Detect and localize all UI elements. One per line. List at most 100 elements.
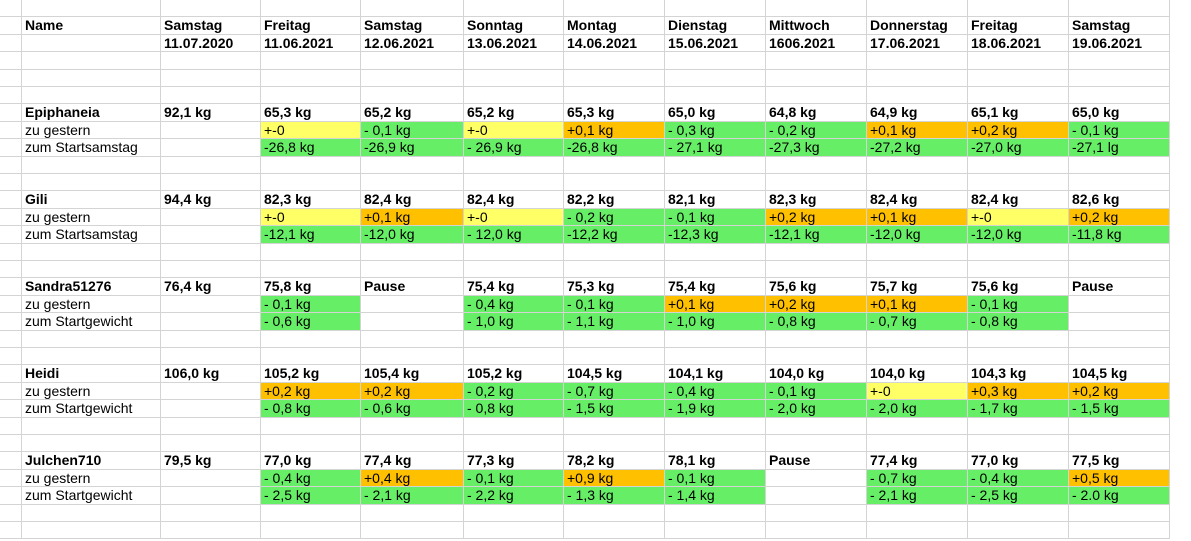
weight-cell[interactable]: 104,1 kg (665, 365, 766, 383)
grid-cell[interactable] (564, 417, 665, 435)
total-cell[interactable]: -12,0 kg (361, 226, 464, 244)
grid-cell[interactable] (361, 174, 464, 192)
grid-cell[interactable] (0, 261, 22, 279)
grid-cell[interactable] (361, 156, 464, 174)
grid-cell[interactable] (1069, 0, 1170, 18)
grid-cell[interactable] (0, 104, 22, 122)
weight-cell[interactable]: 77,0 kg (261, 452, 361, 470)
grid-cell[interactable] (0, 330, 22, 348)
diff-cell[interactable]: +0,2 kg (766, 295, 867, 314)
weight-cell[interactable]: 75,6 kg (766, 278, 867, 296)
diff-cell[interactable]: +0,1 kg (867, 295, 968, 314)
grid-cell[interactable] (1069, 522, 1170, 540)
total-cell[interactable]: -12,1 kg (766, 226, 867, 244)
grid-cell[interactable] (161, 487, 261, 505)
grid-cell[interactable] (867, 174, 968, 192)
grid-cell[interactable] (1069, 156, 1170, 174)
grid-cell[interactable] (161, 295, 261, 314)
grid-cell[interactable] (22, 330, 161, 348)
grid-cell[interactable] (564, 69, 665, 87)
header-date[interactable]: 14.06.2021 (564, 34, 665, 53)
total-cell[interactable]: - 27,1 kg (665, 139, 766, 157)
grid-cell[interactable] (564, 522, 665, 540)
total-cell[interactable]: -12,0 kg (968, 226, 1069, 244)
diff-cell[interactable]: - 0,2 kg (464, 382, 564, 401)
header-date[interactable]: 17.06.2021 (867, 34, 968, 53)
grid-cell[interactable] (665, 87, 766, 105)
grid-cell[interactable] (22, 156, 161, 174)
weight-cell[interactable]: 64,8 kg (766, 104, 867, 122)
total-cell[interactable]: - 1,7 kg (968, 400, 1069, 418)
diff-cell[interactable]: - 0,4 kg (464, 295, 564, 314)
grid-cell[interactable] (161, 156, 261, 174)
row-label-total[interactable]: zum Startgewicht (22, 313, 161, 331)
grid-cell[interactable] (867, 417, 968, 435)
weight-cell[interactable]: 75,6 kg (968, 278, 1069, 296)
grid-cell[interactable] (564, 348, 665, 366)
grid-cell[interactable] (464, 243, 564, 261)
grid-cell[interactable] (1069, 417, 1170, 435)
weight-cell[interactable]: 104,3 kg (968, 365, 1069, 383)
grid-cell[interactable] (22, 34, 161, 53)
total-cell[interactable]: -27,0 kg (968, 139, 1069, 157)
diff-cell[interactable]: - 0,1 kg (1069, 121, 1170, 140)
grid-cell[interactable] (867, 156, 968, 174)
grid-cell[interactable] (361, 504, 464, 522)
weight-cell[interactable]: 94,4 kg (161, 191, 261, 209)
diff-cell[interactable]: +0,1 kg (867, 208, 968, 227)
header-day[interactable]: Freitag (968, 17, 1069, 35)
grid-cell[interactable] (161, 382, 261, 401)
grid-cell[interactable] (0, 87, 22, 105)
total-cell[interactable]: - 2.0 kg (1069, 487, 1170, 505)
grid-cell[interactable] (261, 261, 361, 279)
grid-cell[interactable] (0, 121, 22, 140)
total-cell[interactable]: - 2,2 kg (464, 487, 564, 505)
grid-cell[interactable] (968, 348, 1069, 366)
grid-cell[interactable] (0, 295, 22, 314)
grid-cell[interactable] (22, 348, 161, 366)
weight-cell[interactable]: 82,4 kg (361, 191, 464, 209)
weight-cell[interactable]: 104,5 kg (1069, 365, 1170, 383)
grid-cell[interactable] (0, 400, 22, 418)
diff-cell[interactable]: +0,4 kg (361, 469, 464, 488)
diff-cell[interactable]: +0,2 kg (968, 121, 1069, 140)
weight-cell[interactable]: 78,1 kg (665, 452, 766, 470)
total-cell[interactable]: - 1,3 kg (564, 487, 665, 505)
row-label-total[interactable]: zum Startsamstag (22, 139, 161, 157)
grid-cell[interactable] (968, 330, 1069, 348)
header-day[interactable]: Dienstag (665, 17, 766, 35)
total-cell[interactable]: - 1,0 kg (665, 313, 766, 331)
diff-cell[interactable]: - 0,4 kg (665, 382, 766, 401)
grid-cell[interactable] (161, 243, 261, 261)
weight-cell[interactable]: 82,4 kg (867, 191, 968, 209)
total-cell[interactable]: - 0,8 kg (261, 400, 361, 418)
grid-cell[interactable] (22, 87, 161, 105)
grid-cell[interactable] (22, 243, 161, 261)
total-cell[interactable]: - 1,5 kg (1069, 400, 1170, 418)
weight-cell[interactable]: 82,4 kg (464, 191, 564, 209)
grid-cell[interactable] (161, 348, 261, 366)
grid-cell[interactable] (766, 261, 867, 279)
grid-cell[interactable] (1069, 243, 1170, 261)
header-date[interactable]: 13.06.2021 (464, 34, 564, 53)
grid-cell[interactable] (564, 330, 665, 348)
diff-cell[interactable]: - 0,1 kg (361, 121, 464, 140)
total-cell[interactable] (361, 313, 464, 331)
grid-cell[interactable] (361, 330, 464, 348)
weight-cell[interactable]: 77,3 kg (464, 452, 564, 470)
grid-cell[interactable] (0, 0, 22, 18)
grid-cell[interactable] (0, 487, 22, 505)
grid-cell[interactable] (161, 121, 261, 140)
participant-name[interactable]: Sandra51276 (22, 278, 161, 296)
grid-cell[interactable] (564, 156, 665, 174)
weight-cell[interactable]: 105,4 kg (361, 365, 464, 383)
grid-cell[interactable] (464, 69, 564, 87)
grid-cell[interactable] (464, 87, 564, 105)
grid-cell[interactable] (161, 0, 261, 18)
grid-cell[interactable] (766, 435, 867, 453)
total-cell[interactable]: - 1,0 kg (464, 313, 564, 331)
grid-cell[interactable] (968, 417, 1069, 435)
weight-cell[interactable]: 78,2 kg (564, 452, 665, 470)
weight-cell[interactable]: 75,4 kg (665, 278, 766, 296)
grid-cell[interactable] (161, 435, 261, 453)
